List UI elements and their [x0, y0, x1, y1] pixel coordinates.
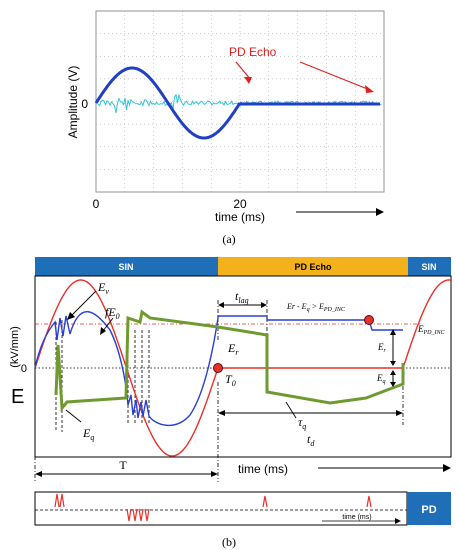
panel-a: PD Echo 0 Amplitude (V) 0 20 time (ms) (… [66, 10, 385, 246]
time-guides [34, 276, 404, 482]
pd-pulse [262, 495, 268, 508]
y-axis-unit-b: (kV/mm) [9, 326, 21, 368]
fe0-leader [102, 317, 114, 332]
phase-bar-pd-echo [218, 257, 408, 276]
pd-time-arrowhead [395, 518, 401, 524]
pd-pulse [138, 508, 144, 522]
ev-label: Ev [97, 280, 109, 296]
eq-diff-label: Eq [376, 373, 386, 385]
x-tick-0-a: 0 [93, 197, 100, 211]
space-charge-field-curve [54, 309, 405, 412]
time-arrowhead-a [376, 208, 384, 216]
pd-echo-arrowhead-left [244, 77, 252, 84]
pd-strip-xlabel: time (ms) [342, 514, 371, 521]
eq-arrowhead-down [390, 382, 396, 387]
t0-label: T0 [225, 372, 236, 388]
tlag-label: tlag [235, 289, 249, 305]
panel-label-b: (b) [222, 535, 236, 549]
pd-echo-label: PD Echo [229, 45, 277, 59]
echo-flat-trace [239, 101, 380, 106]
tauq-leader [285, 401, 297, 419]
pd-strip-frame [34, 491, 408, 526]
t0-marker [213, 363, 223, 373]
phase-bar-sin-2 [408, 257, 451, 276]
er-arrowhead-down [390, 361, 396, 366]
x-axis-label-b: time (ms) [238, 462, 288, 476]
pd-echo-arrowhead-right [365, 85, 374, 93]
ev-leader-head [67, 312, 75, 320]
inception-marker [364, 315, 374, 325]
y-tick-zero-b: 0 [21, 363, 27, 375]
x-tick-20-a: 20 [233, 197, 247, 211]
pd-echo-arrow-right [299, 61, 371, 91]
pd-pulses [54, 493, 372, 522]
inception-condition-label: Er - Eq > EPD_INC [286, 302, 346, 313]
pd-pulse [126, 508, 132, 522]
ev-leader [70, 290, 97, 317]
fe0-label: fE0 [105, 305, 120, 321]
time-arrowhead-b [443, 464, 451, 472]
label-leaders [65, 290, 297, 423]
phase-label-sin-2: SIN [421, 262, 436, 272]
pd-event-guides [55, 320, 150, 432]
er-arrowhead-up [390, 329, 396, 335]
tlag-arrowhead-left [218, 302, 224, 308]
td-arrowhead-right [396, 410, 403, 416]
local-field-curve [34, 311, 403, 426]
pd-strip-label: PD [421, 504, 436, 516]
pd-pulse [132, 508, 138, 522]
pd-pulse [366, 495, 372, 508]
epd-inc-label: EPD_INC [417, 324, 445, 336]
oscilloscope-grid [96, 11, 384, 192]
fe0-leader-head [100, 327, 106, 335]
phase-label-pd-echo: PD Echo [294, 262, 332, 272]
eq-leader [65, 409, 82, 423]
er-diff-label: Er [377, 342, 387, 354]
td-label: td [307, 432, 315, 448]
y-tick-zero-a: 0 [81, 97, 88, 111]
pd-pulse [144, 508, 150, 522]
pd-pulse [54, 493, 60, 508]
sine-trace [94, 66, 242, 140]
panel-label-a: (a) [222, 232, 235, 246]
phase-label-sin-1: SIN [118, 262, 133, 272]
tauq-label: τq [298, 415, 306, 431]
period-label: T [119, 458, 127, 472]
pd-strip-label-box [407, 492, 451, 525]
tlag-arrowhead-right [261, 302, 267, 308]
phase-bar-sin-1 [35, 257, 218, 276]
er-label: Er [227, 341, 239, 357]
y-axis-label-a: Amplitude (V) [66, 66, 80, 139]
applied-field-curve [34, 279, 452, 457]
eq-arrowhead-up [390, 370, 396, 375]
period-arrowhead-right [211, 471, 218, 477]
pd-pulse [59, 493, 65, 508]
eq-label: Eq [82, 426, 94, 442]
y-axis-label-b: E [11, 386, 24, 408]
panel-b: SIN PD Echo SIN [9, 257, 452, 549]
x-axis-label-a: time (ms) [215, 210, 265, 224]
period-arrowhead-left [35, 471, 42, 477]
td-arrowhead-left [218, 410, 225, 416]
